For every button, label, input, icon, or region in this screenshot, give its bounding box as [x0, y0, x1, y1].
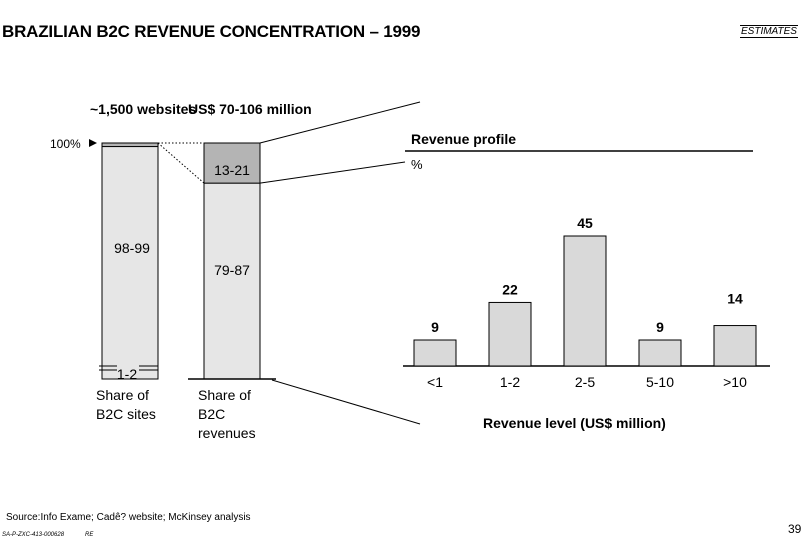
revenue-level-axis-label: Revenue level (US$ million)	[483, 415, 666, 431]
revenue-tick-label-1: 1-2	[500, 374, 520, 390]
hundred-percent-label: 100%	[50, 137, 81, 151]
revenues-minority-label: 13-21	[214, 162, 250, 178]
stacked-share-chart	[89, 139, 276, 380]
page-number: 39	[788, 522, 802, 536]
sites-column-header: ~1,500 websites	[90, 101, 197, 117]
sites-majority-label: 98-99	[114, 240, 150, 256]
document-code: SA-P-ZXC-413-000628	[2, 532, 65, 538]
revenue-bar-value-2: 45	[577, 215, 593, 231]
stacked-bar-col1-seg1	[203, 142, 261, 184]
zoom-line-top-upper	[259, 101, 421, 144]
estimates-badge: ESTIMATES	[740, 25, 798, 38]
sites-minority-label: 1-2	[116, 366, 138, 382]
revenue-bar-0	[413, 339, 457, 367]
zoom-line-bottom	[271, 379, 421, 425]
revenue-profile-chart: 9 <1 22 1-2 45 2-5 9 5-10 14 >10	[403, 215, 770, 390]
revenue-bar-value-1: 22	[502, 281, 518, 297]
revenue-bar-3	[638, 339, 682, 367]
stacked-bar-col1-seg0	[203, 182, 261, 380]
revenues-category-label: Share of B2C revenues	[198, 387, 256, 441]
document-initials: RE	[85, 532, 94, 538]
revenue-bar-value-0: 9	[431, 319, 439, 335]
revenues-majority-label: 79-87	[214, 262, 250, 278]
revenue-tick-label-3: 5-10	[646, 374, 674, 390]
hundred-percent-arrow	[89, 139, 97, 147]
stacked-bar-col0-seg0	[101, 146, 159, 380]
stacked-bar-col0-seg1	[101, 142, 159, 148]
revenue-bar-2	[563, 235, 607, 367]
revenue-tick-label-0: <1	[427, 374, 443, 390]
source-note: Source:Info Exame; Cadê? website; McKins…	[6, 512, 251, 523]
revenue-profile-unit: %	[411, 157, 423, 172]
revenue-bar-1	[488, 301, 532, 367]
revenues-column-header: US$ 70-106 million	[188, 101, 312, 117]
revenue-tick-label-2: 2-5	[575, 374, 595, 390]
revenue-profile-title: Revenue profile	[411, 131, 517, 147]
revenue-bar-value-3: 9	[656, 319, 664, 335]
zoom-connector-lines	[259, 101, 753, 425]
zoom-line-top-lower	[259, 161, 406, 184]
sites-category-label: Share of B2C sites	[96, 387, 156, 422]
revenue-tick-label-4: >10	[723, 374, 747, 390]
revenue-bar-4	[713, 325, 757, 367]
page-title: BRAZILIAN B2C REVENUE CONCENTRATION – 19…	[2, 22, 421, 41]
revenue-bar-value-4: 14	[727, 291, 743, 307]
connector-diagonal	[157, 142, 205, 184]
